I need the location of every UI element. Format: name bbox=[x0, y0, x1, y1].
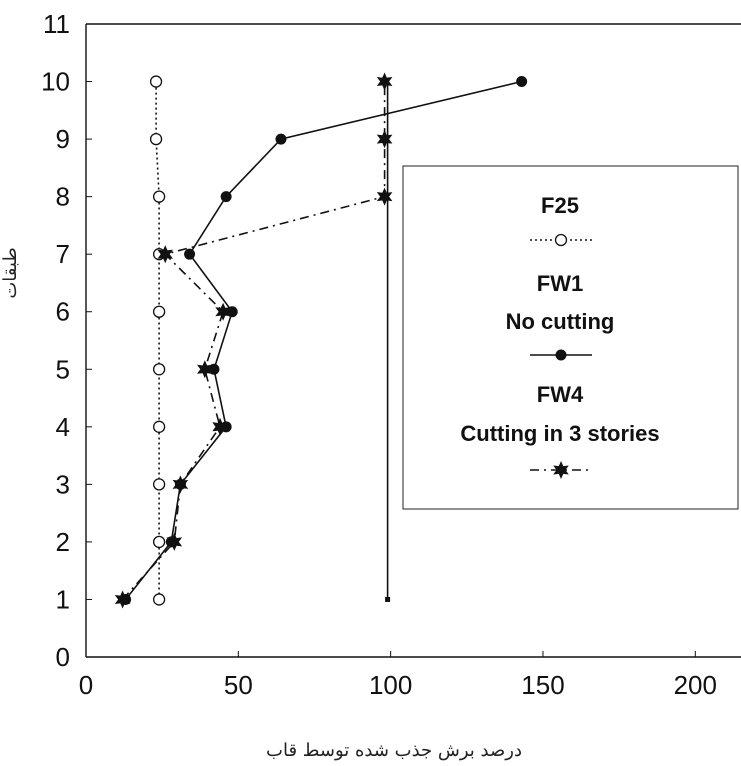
data-point-fw1 bbox=[275, 133, 287, 145]
y-tick-label: 6 bbox=[56, 297, 70, 327]
vertical-line-end-marker bbox=[385, 596, 391, 602]
data-point-fw4 bbox=[172, 475, 189, 494]
data-point-fw1 bbox=[184, 248, 196, 260]
data-point-fw4 bbox=[157, 245, 173, 264]
series-line-fw4 bbox=[122, 81, 386, 601]
x-tick-label: 100 bbox=[369, 670, 412, 700]
legend-fw1-subtitle: No cutting bbox=[506, 309, 615, 334]
data-point-fw4 bbox=[114, 590, 131, 609]
data-point-fw1 bbox=[220, 191, 232, 203]
legend-sample-marker-fw1 bbox=[555, 349, 567, 361]
x-tick-label: 0 bbox=[79, 670, 93, 700]
legend-fw4-name: FW4 bbox=[537, 382, 584, 407]
series-line-f25 bbox=[155, 81, 160, 600]
y-tick-label: 0 bbox=[56, 642, 70, 672]
y-tick-label: 9 bbox=[56, 124, 70, 154]
data-point-f25 bbox=[152, 593, 166, 606]
data-point-fw4 bbox=[215, 302, 231, 321]
legend-f25-name: F25 bbox=[541, 193, 579, 218]
data-point-fw4 bbox=[376, 187, 393, 206]
data-point-f25 bbox=[152, 363, 166, 376]
y-tick-label: 2 bbox=[56, 527, 70, 557]
data-point-f25 bbox=[152, 535, 166, 549]
data-point-fw4 bbox=[212, 417, 228, 436]
legend-samples bbox=[530, 233, 592, 479]
data-point-fw1 bbox=[516, 76, 528, 88]
x-axis-label: درصد برش جذب شده توسط قاب bbox=[266, 740, 522, 761]
axes bbox=[85, 23, 741, 658]
y-tick-label: 4 bbox=[56, 412, 70, 442]
y-tick-label: 11 bbox=[43, 9, 70, 39]
series-fw4 bbox=[114, 72, 393, 609]
legend-box bbox=[402, 165, 739, 510]
y-axis-label: طبقات bbox=[0, 247, 21, 298]
data-point-f25 bbox=[152, 305, 166, 318]
data-point-fw4 bbox=[166, 532, 183, 551]
legend: F25 FW1 No cutting FW4 Cutting in 3 stor… bbox=[402, 165, 739, 510]
data-point-f25 bbox=[149, 75, 163, 88]
data-point-f25 bbox=[152, 420, 166, 433]
data-point-f25 bbox=[152, 190, 166, 203]
x-tick-label: 200 bbox=[674, 670, 717, 700]
series-layer bbox=[114, 72, 528, 609]
x-tick-label: 150 bbox=[521, 670, 564, 700]
data-point-fw4 bbox=[376, 72, 393, 91]
legend-fw1-name: FW1 bbox=[537, 271, 583, 296]
legend-sample-marker-fw4 bbox=[553, 461, 569, 479]
legend-fw4-subtitle: Cutting in 3 stories bbox=[460, 421, 659, 446]
data-point-fw4 bbox=[197, 360, 213, 379]
reference-line bbox=[385, 81, 391, 602]
y-tick-label: 7 bbox=[56, 239, 70, 269]
data-point-fw4 bbox=[376, 130, 393, 149]
series-line-fw1 bbox=[124, 80, 522, 600]
tick-labels: 0 50 100 150 200 0 1 2 3 4 5 6 7 8 9 10 11 bbox=[41, 9, 717, 700]
y-tick-label: 3 bbox=[56, 469, 70, 499]
legend-sample-marker-f25 bbox=[554, 233, 568, 247]
data-point-f25 bbox=[149, 132, 163, 146]
y-tick-label: 1 bbox=[56, 584, 70, 614]
y-tick-label: 8 bbox=[56, 182, 70, 212]
x-tick-label: 50 bbox=[224, 670, 253, 700]
series-f25 bbox=[149, 75, 166, 606]
y-tick-label: 10 bbox=[41, 67, 70, 97]
data-point-f25 bbox=[152, 478, 166, 491]
y-tick-label: 5 bbox=[56, 354, 70, 384]
